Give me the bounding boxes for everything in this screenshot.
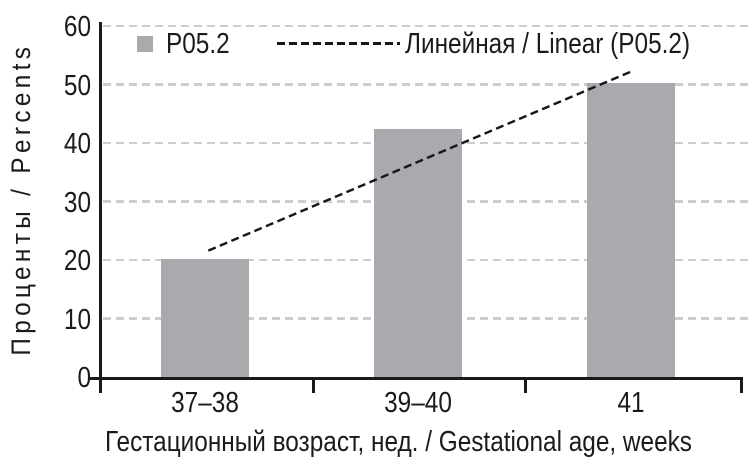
x-tick-label-39–40: 39–40 [384,387,452,419]
x-axis-tick-1 [311,380,315,393]
bar-41 [586,83,675,377]
gridline-y-60 [103,24,748,28]
legend-bar-swatch-icon [137,36,153,52]
y-tick-label-0: 0 [77,362,91,394]
x-axis-line [88,377,743,380]
y-tick-label-40: 40 [63,128,91,160]
x-axis-tick-3 [740,380,743,393]
x-tick-label-41: 41 [617,387,645,419]
bar-37–38 [161,258,250,377]
x-axis-tick-2 [524,380,528,393]
y-tick-label-20: 20 [63,245,91,277]
y-axis-title: Проценты / Percents [6,33,36,373]
x-axis-title: Гестационный возраст, нед. / Gestational… [105,426,692,458]
y-axis-line [99,22,102,393]
y-axis-title-text: Проценты / Percents [6,42,36,356]
legend-bar-series-label: P05.2 [166,28,230,60]
y-tick-label-60: 60 [63,11,91,43]
y-tick-label-10: 10 [63,303,91,336]
y-tick-label-30: 30 [63,186,91,219]
legend-dashed-line-icon [277,42,400,45]
y-tick-label-50: 50 [63,69,91,102]
x-tick-label-37–38: 37–38 [171,387,240,419]
bar-39–40 [374,128,462,377]
legend-trendline-label: Линейная / Linear (P05.2) [405,28,691,60]
